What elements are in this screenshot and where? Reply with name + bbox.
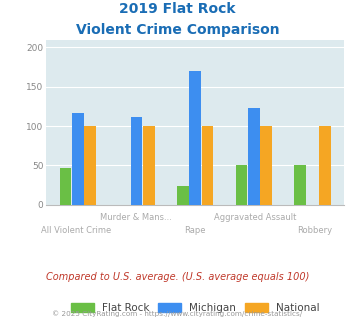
Bar bbox=[319, 126, 331, 205]
Text: Violent Crime Comparison: Violent Crime Comparison bbox=[76, 23, 279, 37]
Bar bbox=[189, 71, 201, 205]
Bar bbox=[260, 126, 272, 205]
Text: © 2025 CityRating.com - https://www.cityrating.com/crime-statistics/: © 2025 CityRating.com - https://www.city… bbox=[53, 310, 302, 317]
Text: Compared to U.S. average. (U.S. average equals 100): Compared to U.S. average. (U.S. average … bbox=[46, 272, 309, 282]
Bar bbox=[236, 165, 247, 205]
Bar bbox=[202, 126, 213, 205]
Bar bbox=[84, 126, 96, 205]
Bar bbox=[143, 126, 155, 205]
Bar bbox=[177, 186, 189, 205]
Bar bbox=[60, 168, 71, 205]
Text: Rape: Rape bbox=[185, 226, 206, 235]
Bar bbox=[131, 116, 142, 205]
Legend: Flat Rock, Michigan, National: Flat Rock, Michigan, National bbox=[67, 299, 324, 317]
Text: All Violent Crime: All Violent Crime bbox=[41, 226, 111, 235]
Text: Aggravated Assault: Aggravated Assault bbox=[214, 213, 296, 222]
Text: 2019 Flat Rock: 2019 Flat Rock bbox=[119, 2, 236, 16]
Text: Murder & Mans...: Murder & Mans... bbox=[100, 213, 171, 222]
Bar bbox=[248, 108, 260, 205]
Bar bbox=[294, 165, 306, 205]
Text: Robbery: Robbery bbox=[297, 226, 332, 235]
Bar bbox=[72, 114, 84, 205]
